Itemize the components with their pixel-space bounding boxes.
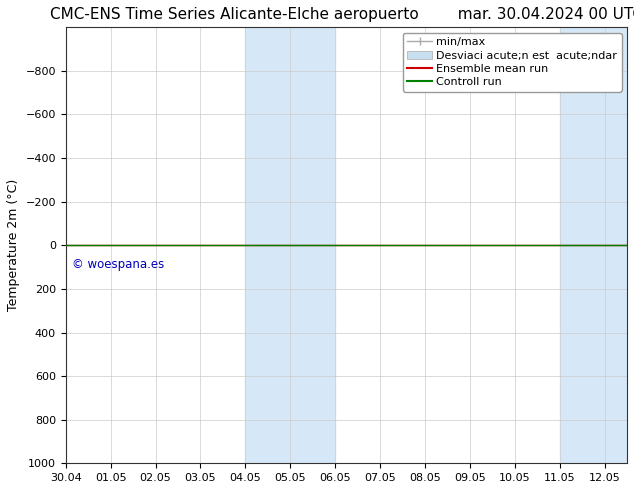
Text: © woespana.es: © woespana.es <box>72 258 165 271</box>
Bar <box>560 27 627 464</box>
Y-axis label: Temperature 2m (°C): Temperature 2m (°C) <box>7 179 20 312</box>
Title: CMC-ENS Time Series Alicante-Elche aeropuerto        mar. 30.04.2024 00 UTC: CMC-ENS Time Series Alicante-Elche aerop… <box>50 7 634 22</box>
Legend: min/max, Desviaci acute;n est  acute;ndar, Ensemble mean run, Controll run: min/max, Desviaci acute;n est acute;ndar… <box>403 33 621 92</box>
Bar <box>245 27 335 464</box>
